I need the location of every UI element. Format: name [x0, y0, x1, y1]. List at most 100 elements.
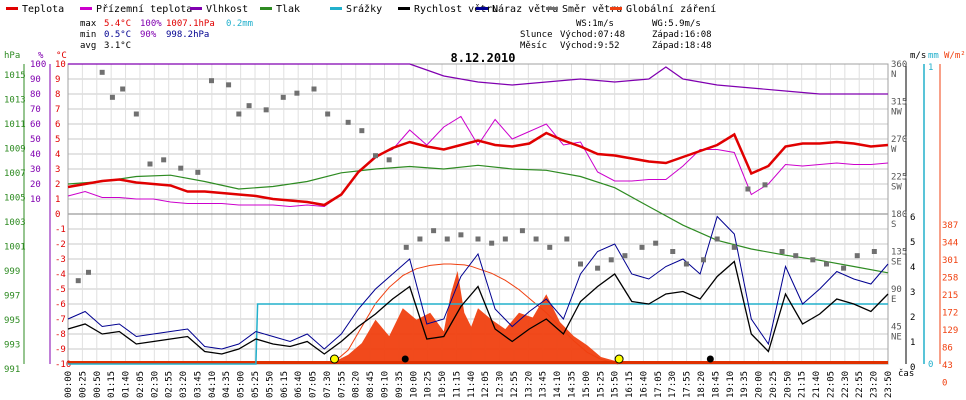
stats-min-humidity: 90%: [140, 30, 157, 40]
legend-label: Srážky: [346, 3, 382, 15]
legend-swatch: [190, 7, 202, 10]
wind-gust-stat: WG:5.9m/s: [652, 19, 701, 29]
temp-tick: -7: [55, 315, 66, 325]
temp-tick: 10: [55, 60, 66, 70]
direction-tick: W: [891, 145, 897, 155]
temp-tick: 2: [55, 180, 60, 190]
temp-tick: -8: [55, 330, 66, 340]
legend-swatch: [80, 7, 92, 10]
wind-direction-point: [779, 249, 785, 254]
wind-direction-point: [608, 257, 614, 263]
time-tick: 22:05: [826, 371, 836, 398]
time-tick: 03:20: [179, 371, 189, 398]
temp-unit: °C: [56, 51, 67, 61]
solar-tick: 215: [942, 291, 958, 301]
time-tick: 08:20: [352, 371, 362, 398]
wind-direction-point: [639, 244, 645, 250]
wind-direction-point: [578, 261, 583, 267]
series-line-wind-gust: [67, 215, 889, 350]
temp-tick: 3: [55, 165, 60, 175]
time-tick: 05:50: [265, 371, 275, 398]
wind-direction-point: [519, 228, 525, 234]
wind-direction-point: [502, 236, 508, 242]
stats-avg-label: avg: [80, 41, 96, 51]
direction-tick: 135: [891, 248, 907, 258]
wind-direction-point: [444, 236, 450, 242]
humidity-tick: 30: [30, 165, 41, 175]
legend-label: Globální záření: [626, 3, 716, 15]
legend-label: Teplota: [22, 4, 64, 15]
wind-direction-point: [236, 111, 242, 117]
temp-tick: 5: [55, 135, 60, 145]
pressure-tick: 1003: [4, 218, 26, 228]
wind-direction-point: [547, 244, 553, 250]
direction-tick: 90: [891, 285, 902, 295]
direction-tick: 315: [891, 98, 907, 108]
wind-direction-point: [595, 265, 601, 271]
time-tick: 07:05: [309, 371, 319, 398]
direction-tick: SE: [891, 258, 902, 268]
solar-tick: 344: [942, 239, 958, 249]
humidity-tick: 60: [30, 120, 41, 130]
direction-tick: 180: [891, 210, 907, 220]
solar-tick: 129: [942, 326, 958, 336]
wind-direction-point: [762, 182, 768, 188]
wind-unit: m/s: [910, 51, 926, 61]
solar-tick: 387: [942, 221, 958, 231]
wind-direction-point: [431, 228, 437, 234]
time-tick: 21:40: [812, 371, 822, 398]
moonrise-marker: [401, 355, 409, 363]
wind-tick: 5: [910, 238, 915, 248]
stats-max-humidity: 100%: [140, 19, 162, 29]
legend-swatch: [476, 7, 488, 10]
pressure-tick: 1005: [4, 194, 26, 204]
series-line-wind-speed: [67, 260, 889, 355]
plot-area: [67, 63, 889, 365]
time-tick: 15:00: [582, 371, 592, 398]
wind-tick: 3: [910, 288, 915, 298]
temp-tick: 4: [55, 150, 60, 160]
humidity-tick: 40: [30, 150, 41, 160]
direction-tick: N: [891, 70, 896, 80]
direction-tick: 360: [891, 60, 907, 70]
baseline-band: [68, 361, 888, 364]
time-tick: 18:20: [697, 371, 707, 398]
legend-label: Vlhkost: [206, 4, 248, 15]
wind-direction-point: [701, 257, 706, 263]
solar-unit: W/m²: [944, 51, 966, 61]
time-tick: 20:50: [783, 371, 793, 398]
time-tick: 08:45: [366, 371, 376, 398]
wind-direction-point: [417, 236, 423, 242]
astro-block: WS:1m/s WG:5.9m/s Slunce Východ:07:48 Zá…: [520, 19, 712, 51]
pressure-tick: 1015: [4, 71, 26, 81]
time-tick: 15:25: [596, 371, 606, 398]
temp-tick: 7: [55, 105, 60, 115]
moonset-marker: [706, 355, 714, 363]
solar-tick: 301: [942, 256, 958, 266]
humidity-tick: 50: [30, 135, 41, 145]
wind-direction-point: [670, 249, 676, 254]
direction-tick: S: [891, 220, 896, 230]
time-tick: 16:40: [639, 371, 649, 398]
wind-direction-point: [99, 69, 105, 75]
time-tick: 11:15: [452, 371, 462, 398]
pressure-tick: 991: [4, 365, 20, 375]
time-tick: 19:10: [726, 371, 736, 398]
direction-tick: SW: [891, 183, 902, 193]
time-tick: 04:10: [208, 371, 218, 398]
wind-tick: 2: [910, 313, 915, 323]
wind-direction-point: [161, 157, 167, 163]
time-tick: 23:50: [884, 371, 894, 398]
time-tick: 10:00: [409, 371, 419, 398]
moon-set: Západ:18:48: [652, 41, 712, 51]
humidity-tick: 90: [30, 75, 41, 85]
temp-tick: -3: [55, 255, 66, 265]
time-tick: 13:20: [524, 371, 534, 398]
humidity-tick: 70: [30, 105, 41, 115]
wind-direction-point: [120, 86, 126, 92]
temp-tick: 0: [55, 210, 60, 220]
wind-tick: 1: [910, 338, 915, 348]
humidity-tick: 20: [30, 180, 41, 190]
time-tick: 23:20: [870, 371, 880, 398]
